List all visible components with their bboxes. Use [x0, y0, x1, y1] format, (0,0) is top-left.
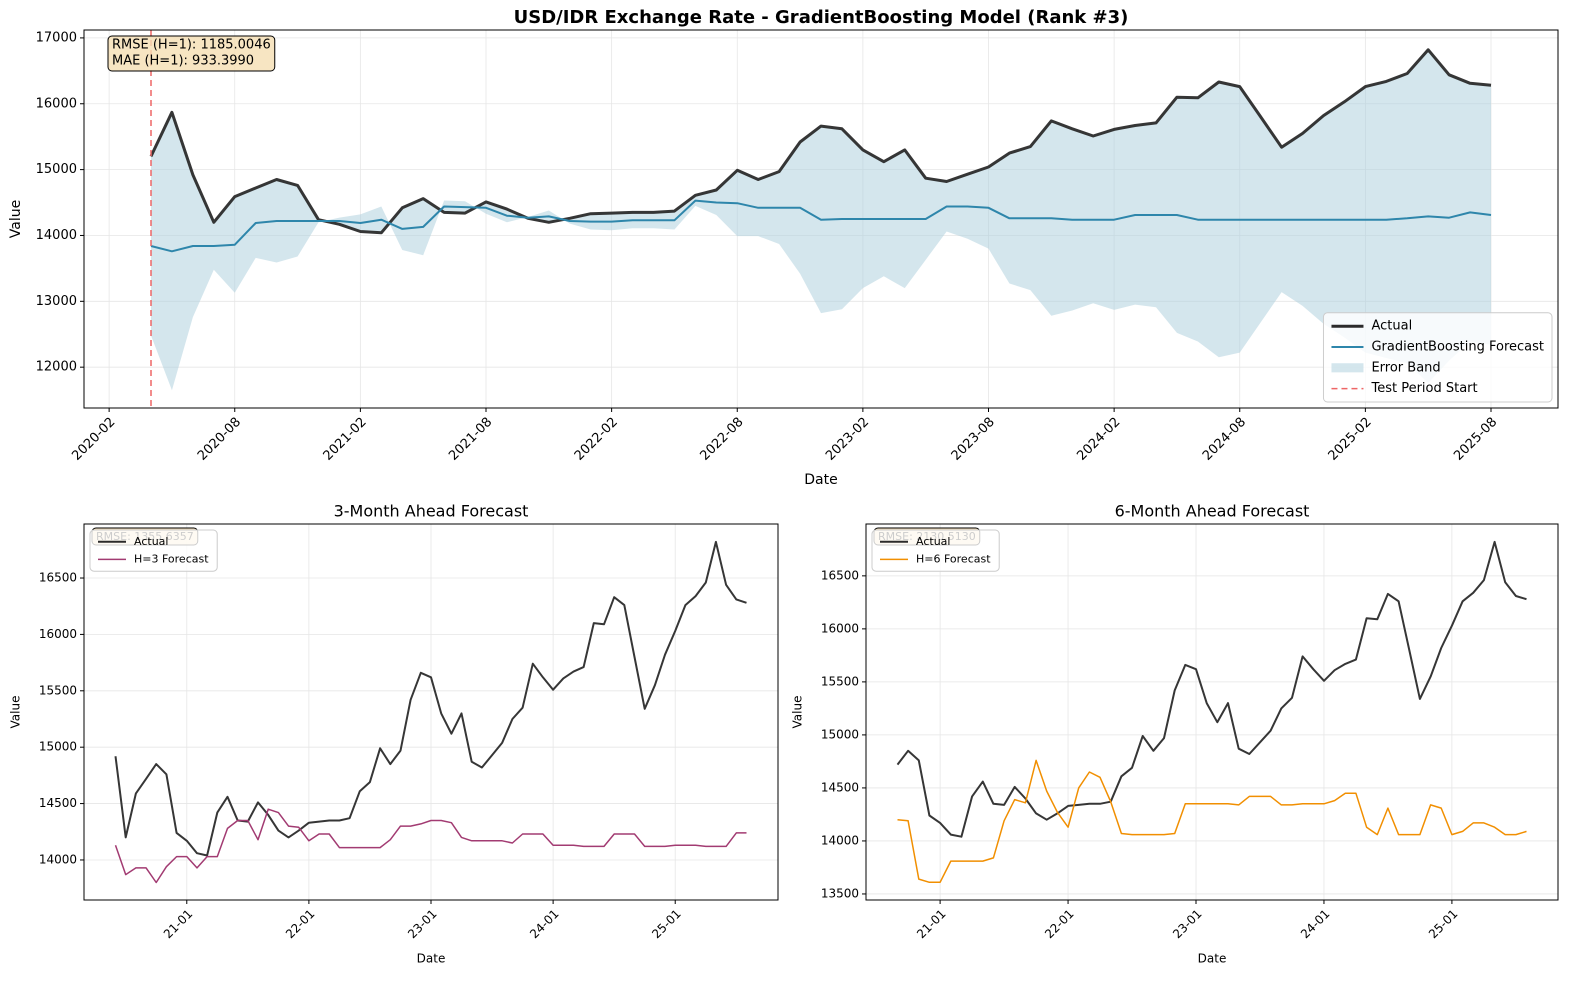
x-tick-label: 22-01: [283, 907, 318, 942]
legend-box: [89, 529, 218, 572]
annotation-box: [107, 35, 276, 72]
x-tick-label: 2021-02: [321, 415, 370, 464]
series-line: [149, 48, 1492, 235]
x-tick-label: 2024-02: [1074, 415, 1123, 464]
legend-swatch: [1331, 363, 1364, 373]
series-line: [114, 808, 747, 884]
y-tick-label: 13500: [821, 886, 859, 900]
y-tick-label: 16000: [821, 621, 859, 635]
y-tick-label: 15000: [36, 162, 77, 177]
y-tick-label: 17000: [36, 30, 77, 45]
annotation-text: RMSE (H=1): 1185.0046: [112, 38, 271, 53]
x-tick-label: 23-01: [405, 907, 440, 942]
axes-frame: [83, 29, 1559, 409]
legend-label: Actual: [134, 535, 168, 548]
chart-title: USD/IDR Exchange Rate - GradientBoosting…: [514, 7, 1129, 28]
legend-label: Actual: [916, 535, 950, 548]
y-tick-label: 16000: [39, 627, 77, 641]
x-axis-label: Date: [1198, 952, 1227, 966]
axes-frame: [83, 523, 779, 901]
y-axis-label: Value: [8, 200, 24, 238]
series-line: [150, 199, 1492, 253]
subplot: 21-01 22-01 23-01 24-01 25-01 14000 14500 15000…: [9, 502, 779, 966]
legend: Actual H=3 Forecast: [98, 535, 209, 565]
legend-box: [1322, 312, 1553, 403]
legend-label: H=3 Forecast: [134, 552, 209, 565]
y-axis-label: Value: [791, 696, 805, 729]
axes-frame: [865, 523, 1559, 901]
x-tick-label: 2022-02: [572, 415, 621, 464]
x-tick-label: 23-01: [1170, 907, 1205, 942]
legend-label: GradientBoosting Forecast: [1371, 340, 1544, 355]
chart-title: 3-Month Ahead Forecast: [334, 502, 529, 521]
legend: Actual H=6 Forecast: [880, 535, 991, 565]
x-axis-label: Date: [417, 952, 446, 966]
legend-label: Error Band: [1371, 360, 1440, 375]
x-tick-label: 22-01: [1042, 907, 1077, 942]
x-tick-label: 21-01: [161, 907, 196, 942]
annotation-text: MAE (H=1): 933.3990: [112, 54, 254, 69]
y-tick-label: 14500: [39, 796, 77, 810]
series-line: [114, 540, 747, 857]
legend-label: Test Period Start: [1370, 381, 1477, 396]
legend-box: [871, 529, 1000, 572]
x-tick-label: 2020-08: [195, 415, 244, 464]
x-axis-label: Date: [804, 472, 837, 488]
x-tick-label: 24-01: [1298, 907, 1333, 942]
legend: Actual GradientBoosting Forecast Error Ban…: [1331, 319, 1544, 396]
x-tick-label: 2025-02: [1326, 415, 1375, 464]
y-tick-label: 12000: [36, 360, 77, 375]
subplot: 21-01 22-01 23-01 24-01 25-01 13500 14000 14500…: [791, 502, 1559, 966]
y-tick-label: 14500: [821, 780, 859, 794]
legend-label: Actual: [1371, 319, 1412, 334]
y-tick-label: 14000: [39, 852, 77, 866]
x-tick-label: 2025-08: [1451, 415, 1500, 464]
x-tick-label: 2022-08: [698, 415, 747, 464]
y-tick-label: 15500: [821, 674, 859, 688]
y-tick-label: 13000: [36, 294, 77, 309]
y-tick-label: 16500: [821, 568, 859, 582]
y-axis-label: Value: [9, 696, 23, 729]
x-tick-label: 2021-08: [446, 415, 495, 464]
chart-title: 6-Month Ahead Forecast: [1115, 502, 1310, 521]
x-tick-label: 2024-08: [1200, 415, 1249, 464]
y-tick-label: 15500: [39, 683, 77, 697]
x-tick-label: 2020-02: [69, 415, 118, 464]
x-tick-label: 21-01: [914, 907, 949, 942]
x-tick-label: 25-01: [649, 907, 684, 942]
y-tick-label: 15000: [821, 727, 859, 741]
y-tick-label: 16500: [39, 571, 77, 585]
series-line: [897, 759, 1527, 884]
y-tick-label: 16000: [36, 96, 77, 111]
y-tick-label: 14000: [821, 833, 859, 847]
x-tick-label: 25-01: [1426, 907, 1461, 942]
y-tick-label: 14000: [36, 228, 77, 243]
legend-label: H=6 Forecast: [916, 552, 991, 565]
x-tick-label: 2023-02: [823, 415, 872, 464]
y-tick-label: 15000: [39, 740, 77, 754]
series-line: [896, 540, 1527, 838]
x-tick-label: 24-01: [527, 907, 562, 942]
x-tick-label: 2023-08: [949, 415, 998, 464]
subplot: 2020-02 2020-08 2021-02 2021-08 2022-02 2022-…: [8, 7, 1559, 488]
